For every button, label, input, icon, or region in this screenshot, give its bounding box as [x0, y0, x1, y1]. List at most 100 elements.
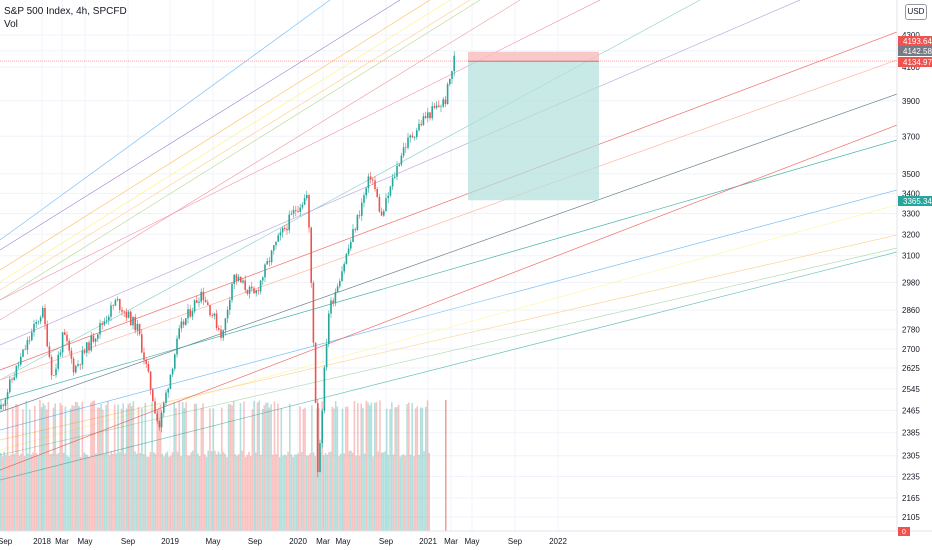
- price-tick-label: 2780: [902, 325, 920, 334]
- volume-bar: [246, 454, 249, 531]
- candle: [138, 323, 141, 335]
- candle: [409, 135, 411, 138]
- candle: [424, 116, 427, 118]
- volume-bar: [280, 408, 283, 531]
- symbol-title[interactable]: S&P 500 Index, 4h, SPCFD: [4, 6, 127, 17]
- candle: [242, 280, 244, 283]
- candle: [251, 286, 253, 289]
- candle: [9, 379, 11, 393]
- volume-bar: [47, 402, 50, 531]
- volume-legend-label[interactable]: Vol: [4, 19, 18, 30]
- candle: [77, 364, 79, 367]
- price-tick-label: 2980: [902, 278, 920, 287]
- candle: [394, 176, 396, 178]
- candle: [411, 135, 414, 138]
- volume-bar: [312, 452, 315, 531]
- volume-bar: [294, 454, 296, 531]
- volume-bar: [134, 451, 136, 531]
- price-tick-label: 2700: [902, 345, 920, 354]
- price-tag-label: 4142.58: [903, 47, 932, 56]
- volume-bar: [324, 452, 327, 531]
- volume-bar: [183, 407, 186, 531]
- volume-bar: [241, 450, 243, 531]
- volume-bar: [185, 402, 187, 531]
- time-tick-label: May: [77, 537, 92, 546]
- short-position-tool[interactable]: [0, 51, 897, 201]
- candle: [136, 323, 139, 331]
- volume-bar: [39, 400, 41, 531]
- volume-bar: [334, 400, 337, 531]
- volume-bar: [153, 452, 155, 531]
- volume-bar: [93, 400, 96, 531]
- candle: [372, 179, 374, 181]
- volume-bar: [159, 404, 162, 531]
- candle: [185, 318, 187, 325]
- volume-bar: [154, 453, 157, 531]
- volume-bar: [391, 402, 393, 531]
- candle: [376, 189, 378, 198]
- volume-bar: [144, 402, 147, 531]
- candle: [196, 300, 198, 303]
- candle: [26, 340, 29, 350]
- time-axis[interactable]: Sep 2018 Mar May Sep 2019 May Sep 2020 Mar May Sep 2…: [0, 530, 932, 546]
- volume-bar: [248, 451, 250, 531]
- volume-bar: [396, 407, 398, 531]
- candle: [354, 229, 356, 230]
- volume-bar: [178, 400, 181, 531]
- volume-bar: [365, 400, 368, 531]
- candle: [358, 215, 361, 216]
- volume-bar: [108, 454, 111, 531]
- volume-bar: [336, 406, 339, 531]
- volume-bar: [11, 407, 14, 531]
- volume-bar: [341, 408, 344, 531]
- volume-bar: [164, 453, 167, 531]
- volume-bar: [28, 409, 31, 531]
- volume-bar: [234, 454, 237, 531]
- volume-bar: [42, 403, 45, 531]
- candle: [255, 290, 257, 294]
- candle: [125, 311, 128, 318]
- volume-bar: [272, 454, 274, 531]
- currency-button[interactable]: USD: [905, 4, 927, 20]
- volume-bar: [426, 400, 429, 531]
- candle: [134, 317, 136, 331]
- volume-bar: [173, 402, 175, 531]
- candle: [334, 291, 337, 304]
- trend-line: [0, 0, 331, 241]
- candle: [343, 263, 345, 272]
- volume-bar: [100, 403, 102, 531]
- trend-line: [0, 0, 451, 283]
- volume-bar: [32, 452, 34, 531]
- stop-loss-zone: [468, 51, 599, 62]
- volume-bar: [91, 400, 94, 531]
- price-axis[interactable]: 2105 2165 2235 2305 2385 2465 2545 2625 2700 2780…: [896, 0, 920, 531]
- volume-bar: [385, 408, 388, 531]
- candle: [75, 366, 77, 373]
- candle: [66, 334, 68, 341]
- candle: [20, 356, 22, 365]
- volume-bar: [86, 454, 89, 531]
- volume-bar: [282, 455, 284, 531]
- volume-bar: [290, 454, 293, 531]
- time-tick-label: Sep: [248, 537, 263, 546]
- candle: [446, 84, 449, 105]
- price-tick-label: 2860: [902, 306, 920, 315]
- volume-bar: [333, 408, 335, 531]
- candle: [191, 311, 194, 317]
- volume-bar: [270, 404, 272, 531]
- candle: [416, 130, 418, 138]
- trend-fan-lines: [0, 0, 898, 481]
- volume-bar: [35, 453, 38, 531]
- price-tick-label: 3100: [902, 252, 920, 261]
- volume-bar: [115, 453, 118, 531]
- volume-bar: [421, 407, 424, 531]
- volume-bar: [22, 409, 24, 531]
- volume-bar: [127, 404, 130, 531]
- time-tick-label: Sep: [508, 537, 523, 546]
- volume-bar: [215, 454, 218, 531]
- volume-bar: [6, 402, 9, 531]
- candle: [286, 228, 288, 231]
- volume-bar: [331, 406, 334, 531]
- candle: [391, 177, 394, 187]
